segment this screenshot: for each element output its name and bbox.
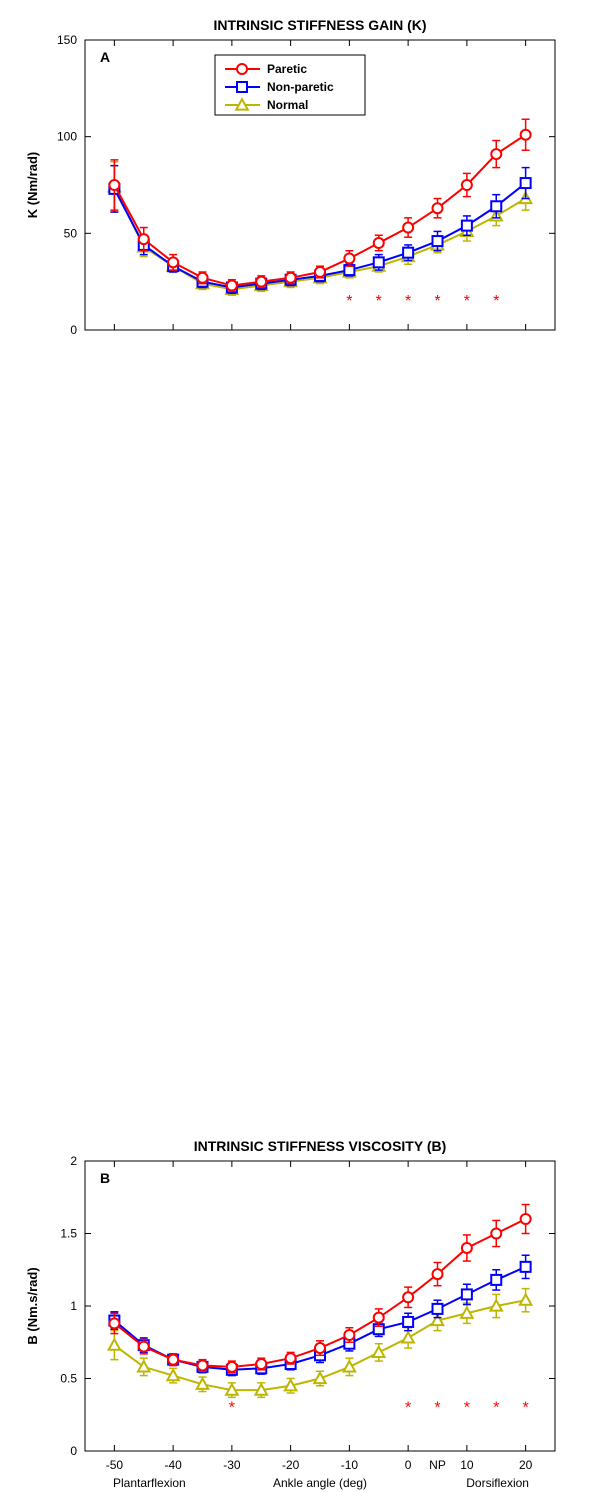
panelB-sig-star: *: [523, 1400, 529, 1417]
panelA-letter: A: [100, 49, 110, 65]
legend-marker-paretic: [237, 64, 247, 74]
panelB-ytick-label: 2: [70, 1154, 77, 1168]
panelA-marker-nonparetic: [521, 178, 531, 188]
panelB-sig-star: *: [493, 1400, 499, 1417]
panelB-marker-normal: [344, 1361, 356, 1371]
panelB-svg: 0 0.5 1 1.5 2 -50 -40 -30 -20 -10 0 10 20 INTRINSIC S…: [0, 751, 600, 1492]
legend-label-nonparetic: Non-paretic: [267, 80, 334, 94]
panelA-marker-paretic: [198, 273, 208, 283]
panelA-ytick-label: 50: [64, 226, 78, 240]
panelB-marker-normal: [109, 1339, 121, 1349]
panelA-marker-paretic: [374, 238, 384, 248]
panelB-marker-paretic: [286, 1353, 296, 1363]
panelA-marker-paretic: [256, 277, 266, 287]
panelA-sig-star: *: [346, 293, 352, 310]
panelA-svg: 0 50 100 150 INTRINSIC STIFFNESS GAIN (K) A K …: [0, 0, 600, 746]
panelB-xtick-label: 20: [519, 1458, 533, 1472]
panelB-marker-nonparetic: [462, 1289, 472, 1299]
legend-marker-nonparetic: [237, 82, 247, 92]
panelB-title: INTRINSIC STIFFNESS VISCOSITY (B): [194, 1138, 447, 1154]
panelB-xtick-label: -20: [282, 1458, 300, 1472]
panelA-marker-paretic: [462, 180, 472, 190]
panelA-marker-paretic: [344, 253, 354, 263]
panelB-marker-nonparetic: [521, 1262, 531, 1272]
panelA-ylabel: K (Nm/rad): [25, 152, 40, 218]
panelB-sig-star: *: [229, 1400, 235, 1417]
panelB-ytick-label: 0: [70, 1444, 77, 1458]
panelA-marker-nonparetic: [403, 248, 413, 258]
x-axis-label: Ankle angle (deg): [273, 1476, 367, 1490]
panelB-marker-paretic: [374, 1313, 384, 1323]
panelA-marker-paretic: [521, 130, 531, 140]
dorsiflexion-label: Dorsiflexion: [466, 1476, 529, 1490]
panelB-marker-paretic: [109, 1318, 119, 1328]
panelB-xtick-label: -50: [106, 1458, 124, 1472]
panelB-ytick-label: 0.5: [60, 1372, 77, 1386]
panelA-marker-nonparetic: [374, 257, 384, 267]
panelB-xtick-label: -10: [341, 1458, 359, 1472]
panelB-letter: B: [100, 1170, 110, 1186]
panelB-marker-paretic: [403, 1292, 413, 1302]
panelA-marker-paretic: [227, 281, 237, 291]
panelA-sig-star: *: [376, 293, 382, 310]
panelB-marker-paretic: [462, 1243, 472, 1253]
panelA-marker-paretic: [286, 273, 296, 283]
panelA-sig-star: *: [493, 293, 499, 310]
panelA-ytick-label: 0: [70, 323, 77, 337]
panelB-marker-paretic: [198, 1360, 208, 1370]
panelA-marker-paretic: [168, 257, 178, 267]
panelA-marker-nonparetic: [433, 236, 443, 246]
panelB-sig-star: *: [434, 1400, 440, 1417]
plantarflexion-label: Plantarflexion: [113, 1476, 186, 1490]
panelA-ytick-label: 150: [57, 33, 77, 47]
panelB-marker-paretic: [491, 1229, 501, 1239]
panelA-marker-paretic: [109, 180, 119, 190]
np-label: NP: [429, 1458, 446, 1472]
panelB-marker-paretic: [315, 1343, 325, 1353]
panelA-marker-nonparetic: [462, 221, 472, 231]
panelA-sig-star: *: [464, 293, 470, 310]
panelA-marker-paretic: [433, 203, 443, 213]
panelA-marker-paretic: [491, 149, 501, 159]
panelB-sig-star: *: [464, 1400, 470, 1417]
legend-label-normal: Normal: [267, 98, 308, 112]
panelA-marker-paretic: [139, 234, 149, 244]
panelB-marker-nonparetic: [433, 1304, 443, 1314]
panelB-marker-paretic: [256, 1359, 266, 1369]
panelB-marker-nonparetic: [491, 1275, 501, 1285]
panelB-marker-paretic: [521, 1214, 531, 1224]
panelB-axes-box: [85, 1161, 555, 1451]
panelA-marker-paretic: [315, 267, 325, 277]
panelB-ytick-label: 1.5: [60, 1227, 77, 1241]
panelA-sig-star: *: [405, 293, 411, 310]
panelB-xtick-label: 10: [460, 1458, 474, 1472]
panelB-marker-paretic: [227, 1362, 237, 1372]
panelB-sig-star: *: [405, 1400, 411, 1417]
legend-label-paretic: Paretic: [267, 62, 307, 76]
panelB-marker-paretic: [344, 1330, 354, 1340]
panelA-sig-star: *: [434, 293, 440, 310]
panelA-marker-nonparetic: [491, 201, 501, 211]
figure: 0 50 100 150 INTRINSIC STIFFNESS GAIN (K) A K …: [0, 0, 600, 746]
panelA-ytick-label: 100: [57, 130, 77, 144]
panelB-marker-paretic: [168, 1355, 178, 1365]
panelB-marker-normal: [520, 1294, 532, 1304]
panelB-xtick-label: 0: [405, 1458, 412, 1472]
panelB-ytick-label: 1: [70, 1299, 77, 1313]
panelB-marker-paretic: [139, 1342, 149, 1352]
panelB-marker-nonparetic: [403, 1317, 413, 1327]
panelA-marker-paretic: [403, 223, 413, 233]
panelB-marker-normal: [402, 1332, 414, 1342]
panelA-title: INTRINSIC STIFFNESS GAIN (K): [213, 17, 426, 33]
panelB-marker-normal: [373, 1347, 385, 1357]
panelB-xtick-label: -40: [164, 1458, 182, 1472]
panelB-marker-paretic: [433, 1269, 443, 1279]
panelB-xtick-label: -30: [223, 1458, 241, 1472]
panelB-ylabel: B (Nm.s/rad): [25, 1267, 40, 1344]
